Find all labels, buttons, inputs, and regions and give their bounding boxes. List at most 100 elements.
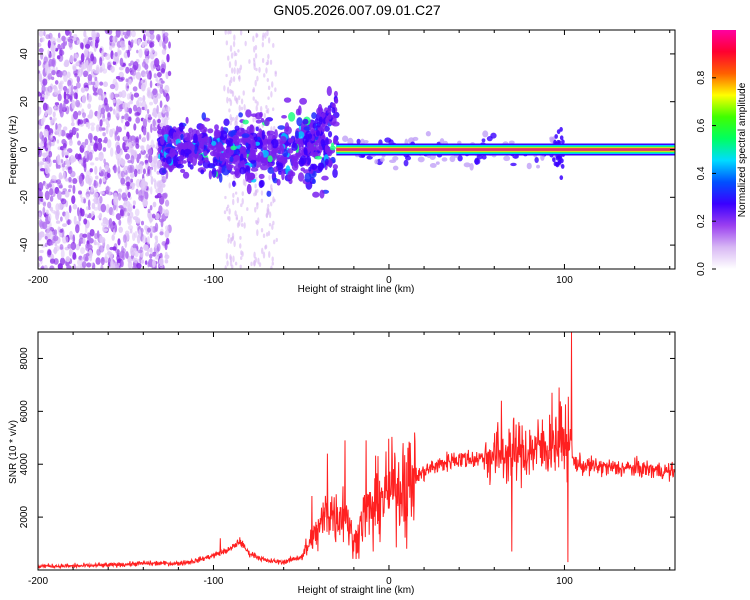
spectrogram-cell bbox=[332, 164, 338, 170]
spectrogram-cell bbox=[154, 235, 158, 240]
spectrogram-cell bbox=[117, 262, 121, 267]
spectrogram-cell bbox=[118, 128, 122, 133]
spectrogram-cell bbox=[86, 232, 90, 241]
spectrogram-cell bbox=[95, 257, 101, 265]
spectrogram-cell bbox=[78, 241, 82, 247]
spectrogram-cell bbox=[149, 247, 153, 253]
spectrogram-cell bbox=[89, 122, 96, 127]
spectrogram-cell bbox=[56, 55, 61, 60]
spectrogram-cell bbox=[176, 142, 183, 149]
spectrogram-cell bbox=[47, 249, 52, 256]
spectrogram-cell bbox=[331, 107, 336, 114]
spectrogram-cell bbox=[260, 227, 264, 233]
spectrogram-cell bbox=[127, 164, 133, 174]
spectrogram-cell bbox=[124, 121, 130, 127]
spectrogram-cell bbox=[261, 57, 265, 64]
spectrogram-cell bbox=[168, 41, 171, 49]
spectrogram-cell bbox=[98, 126, 103, 132]
spectrogram-cell bbox=[326, 86, 332, 97]
spectrogram-cell bbox=[41, 37, 45, 42]
spectrogram-cell bbox=[255, 105, 258, 112]
spectrogram-cell bbox=[156, 181, 162, 190]
spectrogram-cell bbox=[83, 49, 88, 58]
spectrogram-cell bbox=[255, 119, 262, 124]
spectrogram-cell bbox=[240, 98, 244, 105]
spectrogram-cell bbox=[72, 65, 77, 71]
spectrogram-cell bbox=[392, 156, 399, 161]
spectrogram-cell bbox=[235, 120, 238, 127]
spectrogram-cell bbox=[166, 53, 170, 63]
spectrogram-cell bbox=[328, 130, 333, 138]
spectrogram-cell bbox=[55, 220, 61, 224]
spectrogram-cell bbox=[235, 97, 238, 103]
spectrogram-cell bbox=[54, 102, 60, 106]
spectrogram-cell bbox=[88, 151, 93, 161]
spectrogram-cell bbox=[128, 40, 131, 46]
spectrogram-cell bbox=[73, 58, 77, 62]
spectrogram-cell bbox=[555, 162, 560, 168]
spectrogram-cell bbox=[94, 76, 98, 81]
spectrogram-cell bbox=[332, 168, 338, 179]
spectrogram-cell bbox=[57, 43, 61, 50]
spectrogram-cell bbox=[38, 42, 42, 48]
spectrogram-cell bbox=[208, 170, 212, 180]
spectrogram-cell bbox=[51, 70, 56, 76]
spectrogram-cell bbox=[114, 131, 118, 142]
spectrogram-cell bbox=[116, 144, 121, 154]
spectrogram-cell bbox=[363, 139, 369, 144]
spectrogram-cell bbox=[63, 150, 66, 156]
spectrogram-cell bbox=[265, 61, 268, 66]
spectrogram-cell bbox=[266, 162, 274, 167]
spectrogram-cell bbox=[127, 191, 131, 198]
spectrogram-cell bbox=[261, 129, 266, 140]
spectrogram-cell bbox=[67, 79, 72, 87]
spectrogram-cell bbox=[60, 249, 65, 259]
spectrogram-cell bbox=[99, 119, 103, 127]
spectrogram-cell bbox=[154, 222, 159, 233]
spectrogram-cell bbox=[252, 57, 256, 62]
spectrogram-cell bbox=[81, 142, 87, 149]
spectrogram-cell bbox=[54, 242, 58, 247]
spectrogram-cell bbox=[141, 235, 147, 244]
spectrogram-cell bbox=[200, 169, 205, 175]
spectrogram-cell bbox=[73, 110, 79, 120]
spectrogram-cell bbox=[62, 86, 68, 92]
spectrogram-cell bbox=[85, 194, 90, 199]
spectrogram-cell bbox=[261, 247, 264, 255]
spectrogram-cell bbox=[72, 203, 78, 210]
spectrogram-cell bbox=[38, 255, 43, 262]
spectrogram-cell bbox=[225, 252, 229, 260]
spectrogram-cell bbox=[265, 232, 269, 237]
spectrogram-cell bbox=[270, 91, 273, 98]
spectrogram-cell bbox=[158, 38, 163, 47]
spectrogram-cell bbox=[99, 56, 103, 66]
spectrogram-cell bbox=[161, 48, 167, 55]
spectrogram-cell bbox=[73, 263, 77, 269]
spectrogram-cell bbox=[149, 253, 153, 259]
spectrogram-cell bbox=[130, 135, 136, 141]
spectrogram-cell bbox=[95, 31, 100, 38]
spectrogram-cell bbox=[299, 97, 308, 105]
spectrogram-cell bbox=[234, 191, 238, 195]
spectrogram-cell bbox=[57, 226, 61, 232]
spectrogram-cell bbox=[267, 53, 270, 60]
spectrogram-cell bbox=[138, 101, 143, 107]
y-tick-label: 8000 bbox=[19, 347, 30, 370]
y-tick-label: 40 bbox=[19, 48, 30, 60]
spectrogram-cell bbox=[76, 40, 81, 45]
spectrogram-cell bbox=[110, 65, 115, 73]
spectrogram-cell bbox=[267, 96, 270, 100]
spectrogram-cell bbox=[324, 158, 329, 166]
spectrogram-cell bbox=[392, 165, 399, 171]
spectrogram-cell bbox=[43, 128, 49, 138]
spectrogram-cell bbox=[243, 222, 246, 229]
spectrogram-cell bbox=[175, 163, 184, 169]
spectrogram-cell bbox=[146, 109, 150, 114]
spectrogram-cell bbox=[90, 262, 94, 266]
spectrogram-cell bbox=[310, 128, 315, 135]
spectrogram-cell bbox=[229, 254, 232, 261]
y-tick-label: -20 bbox=[19, 190, 30, 205]
spectrogram-cell bbox=[78, 175, 83, 185]
spectrogram-cell bbox=[214, 129, 222, 139]
